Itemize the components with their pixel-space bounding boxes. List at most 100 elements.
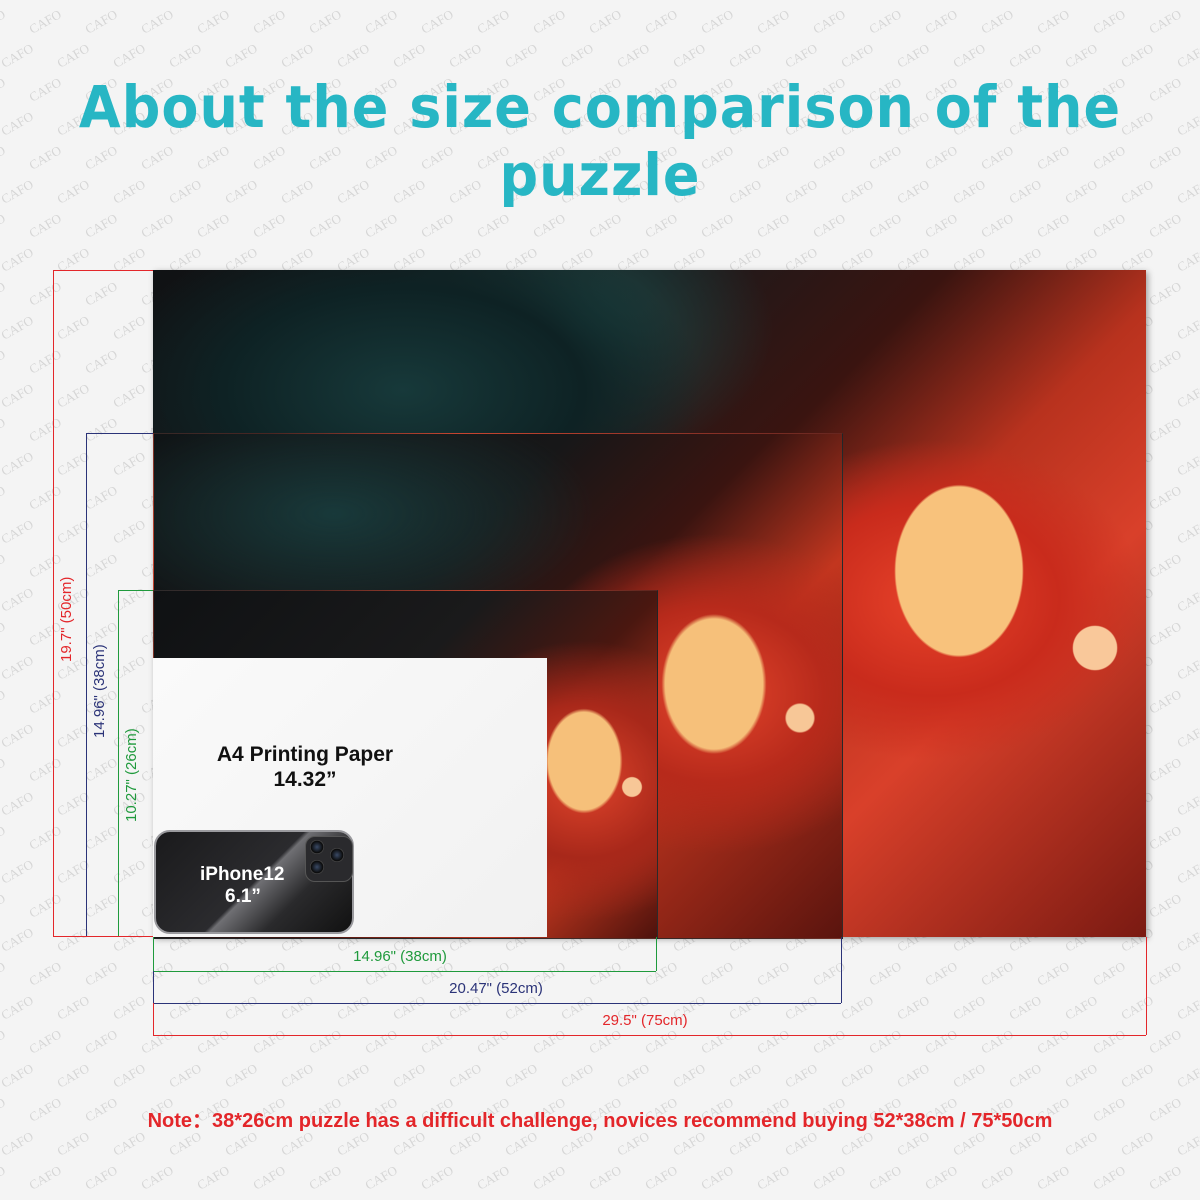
- watermark-text: CAFO: [249, 210, 288, 241]
- watermark-text: CAFO: [25, 414, 64, 445]
- watermark-text: CAFO: [417, 1162, 456, 1193]
- watermark-text: CAFO: [249, 1026, 288, 1057]
- watermark-text: CAFO: [1173, 788, 1200, 819]
- watermark-text: CAFO: [109, 1128, 148, 1159]
- watermark-text: CAFO: [221, 40, 260, 71]
- watermark-text: CAFO: [109, 312, 148, 343]
- watermark-text: CAFO: [0, 686, 8, 717]
- watermark-text: CAFO: [1173, 516, 1200, 547]
- watermark-text: CAFO: [0, 652, 36, 683]
- watermark-text: CAFO: [445, 40, 484, 71]
- watermark-text: CAFO: [529, 210, 568, 241]
- watermark-text: CAFO: [446, 0, 484, 4]
- watermark-text: CAFO: [1173, 584, 1200, 615]
- watermark-text: CAFO: [193, 1026, 232, 1057]
- watermark-text: CAFO: [25, 346, 64, 377]
- watermark-text: CAFO: [894, 1196, 932, 1200]
- watermark-text: CAFO: [0, 822, 8, 853]
- watermark-text: CAFO: [977, 958, 1016, 989]
- watermark-text: CAFO: [53, 1060, 92, 1091]
- watermark-text: CAFO: [53, 992, 92, 1023]
- watermark-text: CAFO: [277, 40, 316, 71]
- watermark-text: CAFO: [1145, 278, 1184, 309]
- dim-line: [153, 1035, 1146, 1036]
- watermark-text: CAFO: [921, 6, 960, 37]
- watermark-text: CAFO: [558, 1196, 596, 1200]
- watermark-text: CAFO: [25, 890, 64, 921]
- a4-paper-label-line1: A4 Printing Paper: [216, 743, 394, 766]
- watermark-text: CAFO: [0, 210, 8, 241]
- watermark-text: CAFO: [837, 40, 876, 71]
- watermark-text: CAFO: [361, 1026, 400, 1057]
- watermark-text: CAFO: [0, 924, 36, 955]
- watermark-text: CAFO: [1033, 1162, 1072, 1193]
- dim-line: [53, 270, 54, 936]
- watermark-text: CAFO: [613, 40, 652, 71]
- watermark-text: CAFO: [949, 1128, 988, 1159]
- watermark-text: CAFO: [305, 6, 344, 37]
- watermark-text: CAFO: [361, 1162, 400, 1193]
- watermark-text: CAFO: [53, 1128, 92, 1159]
- watermark-text: CAFO: [753, 6, 792, 37]
- watermark-text: CAFO: [614, 1196, 652, 1200]
- watermark-text: CAFO: [950, 1196, 988, 1200]
- watermark-text: CAFO: [166, 1196, 204, 1200]
- width-label-medium: 20.47" (52cm): [449, 980, 543, 997]
- watermark-text: CAFO: [1033, 210, 1072, 241]
- watermark-text: CAFO: [81, 1162, 120, 1193]
- watermark-text: CAFO: [501, 1060, 540, 1091]
- camera-lens-icon: [310, 860, 324, 874]
- watermark-text: CAFO: [0, 856, 36, 887]
- watermark-text: CAFO: [1061, 992, 1100, 1023]
- watermark-text: CAFO: [697, 958, 736, 989]
- watermark-text: CAFO: [1062, 1196, 1100, 1200]
- watermark-text: CAFO: [109, 924, 148, 955]
- dim-tick: [153, 1003, 154, 1035]
- watermark-text: CAFO: [1117, 1128, 1156, 1159]
- watermark-text: CAFO: [585, 1162, 624, 1193]
- watermark-text: CAFO: [977, 210, 1016, 241]
- watermark-text: CAFO: [865, 958, 904, 989]
- watermark-text: CAFO: [25, 686, 64, 717]
- watermark-text: CAFO: [921, 210, 960, 241]
- watermark-text: CAFO: [109, 652, 148, 683]
- watermark-text: CAFO: [977, 6, 1016, 37]
- watermark-text: CAFO: [669, 1128, 708, 1159]
- watermark-text: CAFO: [0, 754, 8, 785]
- watermark-text: CAFO: [1145, 6, 1184, 37]
- watermark-text: CAFO: [222, 1196, 260, 1200]
- watermark-text: CAFO: [670, 0, 708, 4]
- watermark-text: CAFO: [0, 890, 8, 921]
- watermark-text: CAFO: [81, 482, 120, 513]
- watermark-text: CAFO: [81, 346, 120, 377]
- watermark-text: CAFO: [641, 958, 680, 989]
- watermark-text: CAFO: [837, 1128, 876, 1159]
- watermark-text: CAFO: [501, 1128, 540, 1159]
- watermark-text: CAFO: [473, 1162, 512, 1193]
- watermark-text: CAFO: [697, 6, 736, 37]
- watermark-text: CAFO: [557, 1060, 596, 1091]
- watermark-text: CAFO: [25, 6, 64, 37]
- watermark-text: CAFO: [893, 40, 932, 71]
- watermark-text: CAFO: [0, 278, 8, 309]
- watermark-text: CAFO: [165, 1060, 204, 1091]
- dim-tick: [86, 433, 153, 434]
- watermark-text: CAFO: [0, 1060, 36, 1091]
- watermark-text: CAFO: [1173, 380, 1200, 411]
- watermark-text: CAFO: [1089, 210, 1128, 241]
- watermark-text: CAFO: [81, 210, 120, 241]
- watermark-text: CAFO: [921, 1162, 960, 1193]
- watermark-text: CAFO: [166, 0, 204, 4]
- watermark-text: CAFO: [1145, 210, 1184, 241]
- watermark-text: CAFO: [1117, 1060, 1156, 1091]
- watermark-text: CAFO: [1033, 6, 1072, 37]
- watermark-text: CAFO: [54, 1196, 92, 1200]
- watermark-text: CAFO: [333, 1060, 372, 1091]
- watermark-text: CAFO: [0, 312, 36, 343]
- watermark-text: CAFO: [0, 0, 36, 4]
- watermark-text: CAFO: [0, 958, 8, 989]
- dim-tick: [53, 936, 153, 937]
- watermark-text: CAFO: [1173, 312, 1200, 343]
- watermark-text: CAFO: [893, 992, 932, 1023]
- watermark-text: CAFO: [1006, 0, 1044, 4]
